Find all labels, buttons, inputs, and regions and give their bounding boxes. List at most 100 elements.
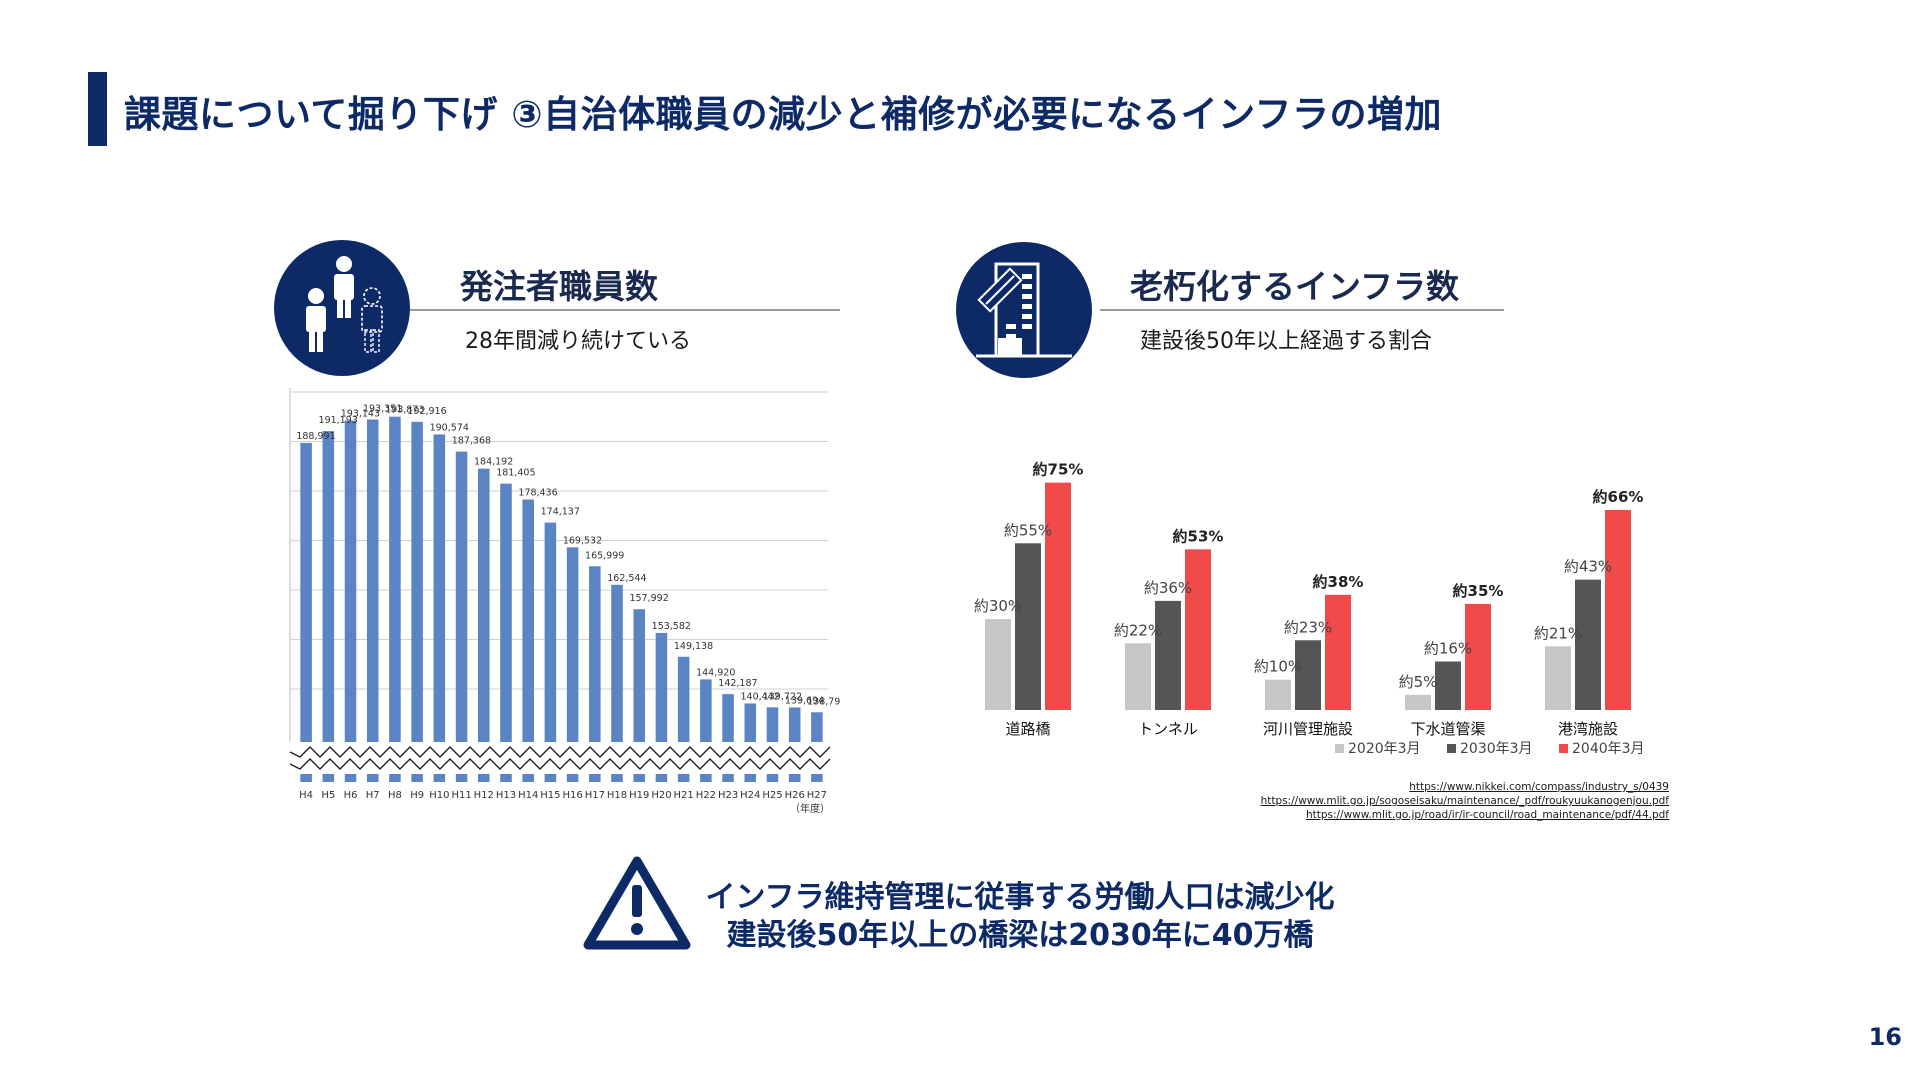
infra-bar-value: 約30% bbox=[974, 597, 1022, 615]
x-tick-label: H23 bbox=[718, 790, 738, 801]
people-icon bbox=[274, 240, 410, 376]
infra-bar bbox=[1405, 694, 1431, 710]
x-tick-label: H11 bbox=[451, 790, 471, 801]
source-link-3[interactable]: https://www.mlit.go.jp/road/ir/ir-counci… bbox=[1305, 809, 1669, 821]
infra-bar bbox=[1545, 646, 1571, 710]
staff-bar-value: 181,405 bbox=[496, 468, 535, 479]
infra-bar bbox=[1155, 600, 1181, 710]
staff-bar-value: 144,920 bbox=[696, 667, 735, 678]
infra-bar bbox=[1185, 549, 1211, 710]
staff-bar bbox=[655, 632, 668, 742]
staff-bar bbox=[500, 483, 512, 742]
staff-bar-stub bbox=[722, 774, 734, 782]
staff-bar bbox=[566, 547, 579, 742]
infra-bar-value: 約22% bbox=[1114, 621, 1162, 639]
staff-bar-stub bbox=[544, 774, 557, 782]
staff-bar-value: 139,722 bbox=[763, 691, 802, 702]
x-tick-label: H9 bbox=[410, 790, 424, 801]
legend-label: 2040年3月 bbox=[1572, 741, 1645, 757]
staff-bar bbox=[522, 499, 534, 742]
staff-bar-stub bbox=[788, 774, 801, 782]
x-tick-label: H25 bbox=[762, 790, 782, 801]
infra-bar-value: 約23% bbox=[1284, 618, 1332, 636]
staff-bar-value: 188,991 bbox=[296, 431, 335, 442]
infra-bar-value: 約35% bbox=[1453, 582, 1504, 600]
infra-bar-value: 約55% bbox=[1004, 521, 1052, 539]
x-axis-unit: （年度） bbox=[790, 802, 830, 815]
staff-bar bbox=[433, 434, 446, 742]
left-section-heading: 発注者職員数 bbox=[460, 267, 658, 306]
staff-bar bbox=[411, 421, 423, 742]
infra-bar bbox=[1435, 661, 1461, 710]
staff-bar bbox=[722, 694, 734, 742]
staff-bar-value: 149,138 bbox=[674, 641, 713, 652]
staff-bar-value: 157,992 bbox=[629, 593, 668, 604]
staff-bar bbox=[366, 419, 379, 742]
staff-bar bbox=[322, 431, 335, 742]
staff-bar-stub bbox=[744, 774, 757, 782]
infra-bar bbox=[1575, 579, 1601, 710]
x-tick-label: H14 bbox=[518, 790, 538, 801]
infra-bar-value: 約38% bbox=[1313, 573, 1364, 591]
x-tick-label: H19 bbox=[629, 790, 649, 801]
staff-bar-value: 193,873 bbox=[385, 405, 424, 416]
warning-line-1: インフラ維持管理に従事する労働人口は減少化 bbox=[705, 880, 1335, 915]
right-section-subheading: 建設後50年以上経過する割合 bbox=[1140, 329, 1432, 354]
left-section-divider bbox=[410, 309, 840, 311]
x-tick-label: H10 bbox=[429, 790, 449, 801]
staff-bar-value: 169,532 bbox=[563, 535, 602, 546]
staff-bar-stub bbox=[633, 774, 646, 782]
staff-bar-stub bbox=[566, 774, 579, 782]
infra-bar bbox=[1045, 482, 1071, 710]
x-tick-label: H18 bbox=[607, 790, 627, 801]
staff-bar-value: 153,582 bbox=[652, 621, 691, 632]
source-link-2[interactable]: https://www.mlit.go.jp/sogoseisaku/maint… bbox=[1260, 795, 1669, 807]
infra-bar bbox=[1605, 509, 1631, 710]
x-tick-label: H12 bbox=[474, 790, 494, 801]
staff-bar-stub bbox=[389, 774, 401, 782]
legend-swatch bbox=[1559, 744, 1568, 753]
staff-count-chart: 188,991 191,193193,143193,351193,873192,9… bbox=[289, 388, 840, 815]
staff-bar-value: 192,916 bbox=[407, 406, 446, 417]
staff-bar-value: 142,187 bbox=[718, 678, 757, 689]
staff-bar-value: 162,544 bbox=[607, 573, 646, 584]
staff-bar bbox=[700, 679, 712, 742]
staff-bar-stub bbox=[477, 774, 490, 782]
staff-bar-value: 184,192 bbox=[474, 457, 513, 468]
axis-break-mark bbox=[289, 758, 831, 770]
legend-swatch bbox=[1335, 744, 1344, 753]
staff-bar bbox=[811, 712, 823, 742]
staff-bar bbox=[544, 522, 557, 742]
x-tick-label: H15 bbox=[540, 790, 560, 801]
staff-bar-value: 193,143 bbox=[341, 409, 380, 420]
right-section-divider bbox=[1100, 309, 1504, 311]
staff-bar bbox=[300, 442, 312, 742]
staff-bar bbox=[589, 566, 601, 742]
right-section-heading: 老朽化するインフラ数 bbox=[1130, 267, 1460, 306]
staff-bar bbox=[788, 707, 801, 742]
staff-bar-value: 187,368 bbox=[452, 436, 491, 447]
infra-category-label: 道路橋 bbox=[1005, 720, 1050, 738]
x-tick-label: H6 bbox=[344, 790, 358, 801]
infra-bar-value: 約10% bbox=[1254, 658, 1302, 676]
axis-break-mark bbox=[289, 746, 831, 758]
infra-bar-value: 約36% bbox=[1144, 579, 1192, 597]
infra-bar bbox=[1015, 543, 1041, 710]
staff-bar-value: 190,574 bbox=[430, 422, 469, 433]
x-tick-label: H17 bbox=[585, 790, 605, 801]
title-accent-bar bbox=[88, 72, 107, 146]
staff-bar bbox=[677, 656, 690, 742]
source-link-1[interactable]: https://www.nikkei.com/compass/industry_… bbox=[1409, 781, 1669, 793]
staff-bar-value: 165,999 bbox=[585, 550, 624, 561]
staff-bar bbox=[611, 584, 623, 742]
staff-bar-stub bbox=[655, 774, 668, 782]
infra-bar bbox=[1125, 643, 1151, 710]
infra-bar-value: 約53% bbox=[1173, 527, 1224, 545]
staff-bar bbox=[389, 416, 401, 742]
infra-bar bbox=[985, 619, 1011, 710]
infra-category-label: 河川管理施設 bbox=[1263, 720, 1353, 738]
x-tick-label: H4 bbox=[299, 790, 313, 801]
page-title: 課題について掘り下げ ③自治体職員の減少と補修が必要になるインフラの増加 bbox=[124, 93, 1442, 136]
staff-bar-stub bbox=[366, 774, 379, 782]
staff-bar-stub bbox=[811, 774, 823, 782]
